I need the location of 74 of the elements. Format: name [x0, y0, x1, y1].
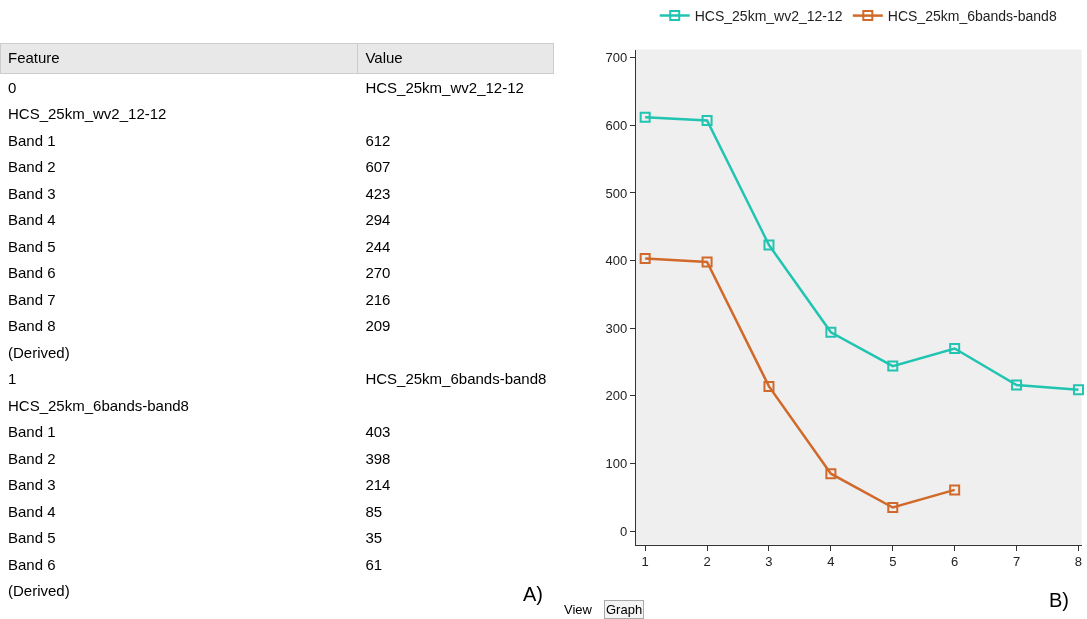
point — [763, 239, 775, 251]
y-tick-label: 500 — [605, 185, 628, 201]
text: HCS_25km_wv2_12-12 — [365, 78, 524, 96]
y-tick-label: 300 — [605, 320, 628, 336]
x-tick-label: 4 — [827, 554, 835, 570]
x-tick-label: 6 — [951, 554, 959, 570]
x-tick-label: 7 — [1012, 554, 1021, 570]
category-label: Band 8 — [8, 317, 56, 335]
text: 35 — [365, 529, 383, 547]
text: 216 — [365, 290, 391, 308]
point — [825, 468, 837, 480]
category-label: Band 7 — [8, 290, 56, 308]
text: HCS_25km_6bands-band8 — [365, 370, 547, 388]
point — [825, 326, 837, 338]
text: 403 — [365, 423, 391, 441]
y-tick-label: 700 — [605, 50, 628, 66]
point — [763, 380, 775, 392]
category-label: HCS_25km_6bands-band8 — [8, 396, 189, 414]
text: 209 — [365, 317, 391, 335]
x-tick-label: 3 — [765, 554, 773, 570]
text: 607 — [365, 158, 391, 176]
point — [1011, 379, 1023, 391]
x-tick-label: 1 — [641, 554, 649, 570]
category-label: (Derived) — [8, 343, 70, 361]
category-label: Band 3 — [8, 184, 56, 202]
point — [701, 256, 713, 268]
point — [639, 253, 651, 265]
category-label: 0 — [8, 78, 17, 96]
y-tick-label: 400 — [605, 253, 628, 269]
text: 270 — [365, 264, 391, 282]
y-tick-label: 100 — [605, 456, 628, 472]
category-label: Band 1 — [8, 131, 56, 149]
x-tick-label: 5 — [889, 554, 897, 570]
category-label: Band 3 — [8, 476, 56, 494]
category-label: Band 2 — [8, 449, 56, 467]
category-label: Band 4 — [8, 502, 56, 520]
text: Value — [365, 48, 403, 66]
category-label: (Derived) — [8, 582, 70, 600]
text: 85 — [365, 502, 383, 520]
category-label: 1 — [8, 370, 17, 388]
point — [949, 343, 961, 355]
point — [701, 115, 713, 127]
text: 398 — [365, 449, 391, 467]
x-tick-label: 2 — [703, 554, 711, 570]
text: 423 — [365, 184, 391, 202]
y-tick-label: 0 — [620, 523, 628, 539]
category-label: Band 6 — [8, 264, 56, 282]
category-label: Band 5 — [8, 237, 56, 255]
point — [887, 502, 899, 514]
category-label: Band 5 — [8, 529, 56, 547]
text: 294 — [365, 211, 391, 229]
x-tick-label: 8 — [1074, 554, 1083, 570]
point — [949, 484, 961, 496]
category-label: Band 6 — [8, 555, 56, 573]
text: Feature — [8, 48, 60, 66]
category-label: Band 1 — [8, 423, 56, 441]
category-label: HCS_25km_wv2_12-12 — [8, 105, 167, 123]
legend-label: HCS_25km_6bands-band8 — [887, 8, 1057, 25]
category-label: Band 4 — [8, 211, 56, 229]
text: 214 — [365, 476, 391, 494]
text: Graph — [606, 602, 643, 617]
category-label: Band 2 — [8, 158, 56, 176]
y-tick-label: 600 — [605, 117, 628, 133]
text: A) — [523, 583, 543, 605]
text: 612 — [365, 131, 391, 149]
point — [1072, 384, 1084, 396]
point — [887, 360, 899, 372]
point — [639, 111, 651, 123]
text: View — [564, 602, 593, 617]
text: 61 — [365, 555, 383, 573]
legend-label: HCS_25km_wv2_12-12 — [694, 8, 843, 25]
text: 244 — [365, 237, 391, 255]
text: B) — [1049, 589, 1069, 611]
y-tick-label: 200 — [605, 388, 628, 404]
